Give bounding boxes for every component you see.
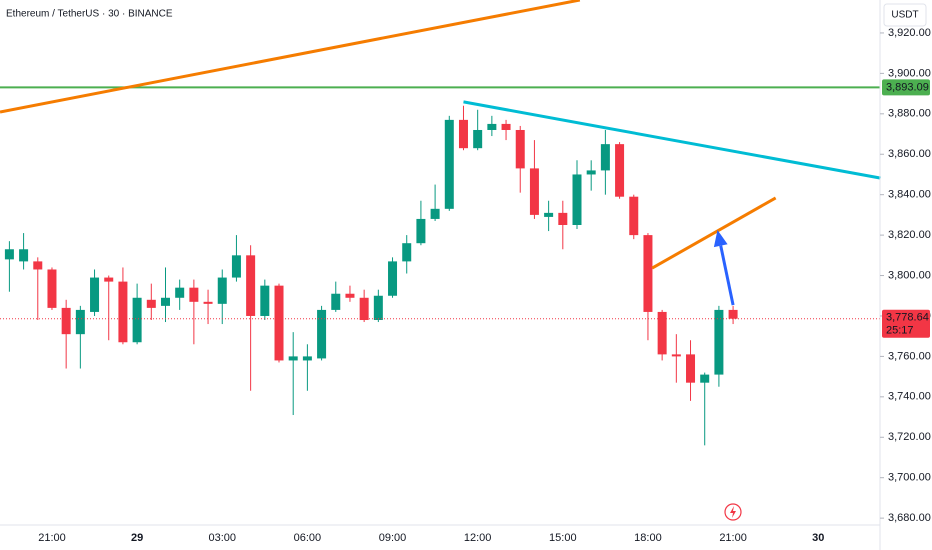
y-tick-label: 3,760.00 bbox=[888, 350, 931, 362]
trendline bbox=[0, 0, 581, 114]
candle-body bbox=[175, 287, 185, 298]
candle-body bbox=[629, 196, 639, 236]
candle-body bbox=[373, 295, 383, 321]
candle-body bbox=[544, 212, 554, 217]
candle-body bbox=[572, 174, 582, 225]
candle-body bbox=[302, 356, 312, 361]
candle-body bbox=[331, 293, 341, 310]
x-tick-label: 15:00 bbox=[549, 532, 577, 544]
candle-body bbox=[104, 277, 114, 282]
candle-body bbox=[33, 261, 43, 270]
x-tick-label: 30 bbox=[812, 532, 824, 544]
x-tick-label: 09:00 bbox=[379, 532, 407, 544]
last-price-badge bbox=[882, 309, 930, 338]
y-tick-label: 3,820.00 bbox=[888, 229, 931, 241]
candle-body bbox=[118, 281, 128, 343]
candle-body bbox=[615, 144, 625, 197]
y-tick-label: 3,740.00 bbox=[888, 391, 931, 403]
candle-body bbox=[19, 249, 29, 262]
candle-body bbox=[643, 235, 653, 312]
trendline bbox=[463, 100, 881, 180]
candle-body bbox=[231, 255, 241, 278]
currency-label: USDT bbox=[891, 10, 918, 21]
candle-body bbox=[189, 287, 199, 302]
trendline bbox=[651, 196, 777, 270]
x-tick-label: 06:00 bbox=[294, 532, 322, 544]
candle-body bbox=[430, 208, 440, 219]
candle-body bbox=[345, 293, 355, 298]
candle-body bbox=[47, 269, 57, 308]
y-tick-label: 3,880.00 bbox=[888, 108, 931, 120]
candle-body bbox=[132, 297, 142, 343]
candle-body bbox=[473, 129, 483, 149]
y-tick-label: 3,720.00 bbox=[888, 431, 931, 443]
currency-box[interactable] bbox=[883, 3, 927, 27]
event-icon[interactable] bbox=[724, 503, 742, 521]
candle-body bbox=[61, 307, 71, 335]
plot-area bbox=[0, 0, 881, 446]
candle-body bbox=[487, 123, 497, 130]
candle-body bbox=[714, 309, 724, 375]
x-tick-label: 29 bbox=[131, 532, 143, 544]
candle-body bbox=[700, 374, 710, 383]
y-tick-label: 3,700.00 bbox=[888, 472, 931, 484]
candle-body bbox=[260, 285, 270, 316]
candle-body bbox=[501, 123, 511, 130]
y-tick-label: 3,800.00 bbox=[888, 269, 931, 281]
candle-body bbox=[515, 129, 525, 169]
chart-title: Ethereum / TetherUS · 30 · BINANCE bbox=[6, 9, 173, 20]
candle-body bbox=[529, 168, 539, 215]
candle-body bbox=[90, 277, 100, 312]
x-tick-label: 12:00 bbox=[464, 532, 492, 544]
candle-body bbox=[671, 354, 681, 357]
last-price-label: 3,778.64 bbox=[886, 312, 929, 324]
y-tick-label: 3,900.00 bbox=[888, 67, 931, 79]
y-tick-label: 3,920.00 bbox=[888, 27, 931, 39]
y-tick-label: 3,680.00 bbox=[888, 512, 931, 524]
candle-body bbox=[444, 119, 454, 209]
candle-body bbox=[458, 119, 468, 149]
candle-body bbox=[402, 243, 412, 262]
candle-body bbox=[586, 170, 596, 175]
candle-body bbox=[246, 255, 256, 316]
level-badge bbox=[882, 79, 930, 96]
arrow-shaft bbox=[719, 245, 735, 306]
candle-body bbox=[146, 299, 156, 308]
candle-body bbox=[160, 297, 170, 306]
x-tick-label: 21:00 bbox=[719, 532, 747, 544]
candle-body bbox=[657, 311, 667, 355]
candle-body bbox=[4, 249, 14, 260]
candle-body bbox=[288, 356, 298, 361]
candle-body bbox=[728, 309, 738, 319]
candle-body bbox=[558, 212, 568, 225]
arrow-head bbox=[713, 230, 728, 248]
level-label: 3,893.09 bbox=[886, 81, 929, 93]
candle-body bbox=[75, 309, 85, 335]
y-tick-label: 3,840.00 bbox=[888, 189, 931, 201]
x-tick-label: 03:00 bbox=[208, 532, 236, 544]
candle-body bbox=[217, 277, 227, 304]
candle-body bbox=[274, 285, 284, 361]
candle-body bbox=[600, 144, 610, 171]
event-bolt bbox=[730, 506, 736, 518]
candle-body bbox=[686, 354, 696, 383]
candle-body bbox=[203, 301, 213, 304]
candle-body bbox=[317, 309, 327, 359]
countdown-label: 25:17 bbox=[886, 325, 914, 337]
candle-body bbox=[359, 297, 369, 321]
x-tick-label: 18:00 bbox=[634, 532, 662, 544]
candle-body bbox=[416, 218, 426, 244]
y-tick-label: 3,860.00 bbox=[888, 148, 931, 160]
x-tick-label: 21:00 bbox=[38, 532, 66, 544]
candle-body bbox=[388, 261, 398, 296]
